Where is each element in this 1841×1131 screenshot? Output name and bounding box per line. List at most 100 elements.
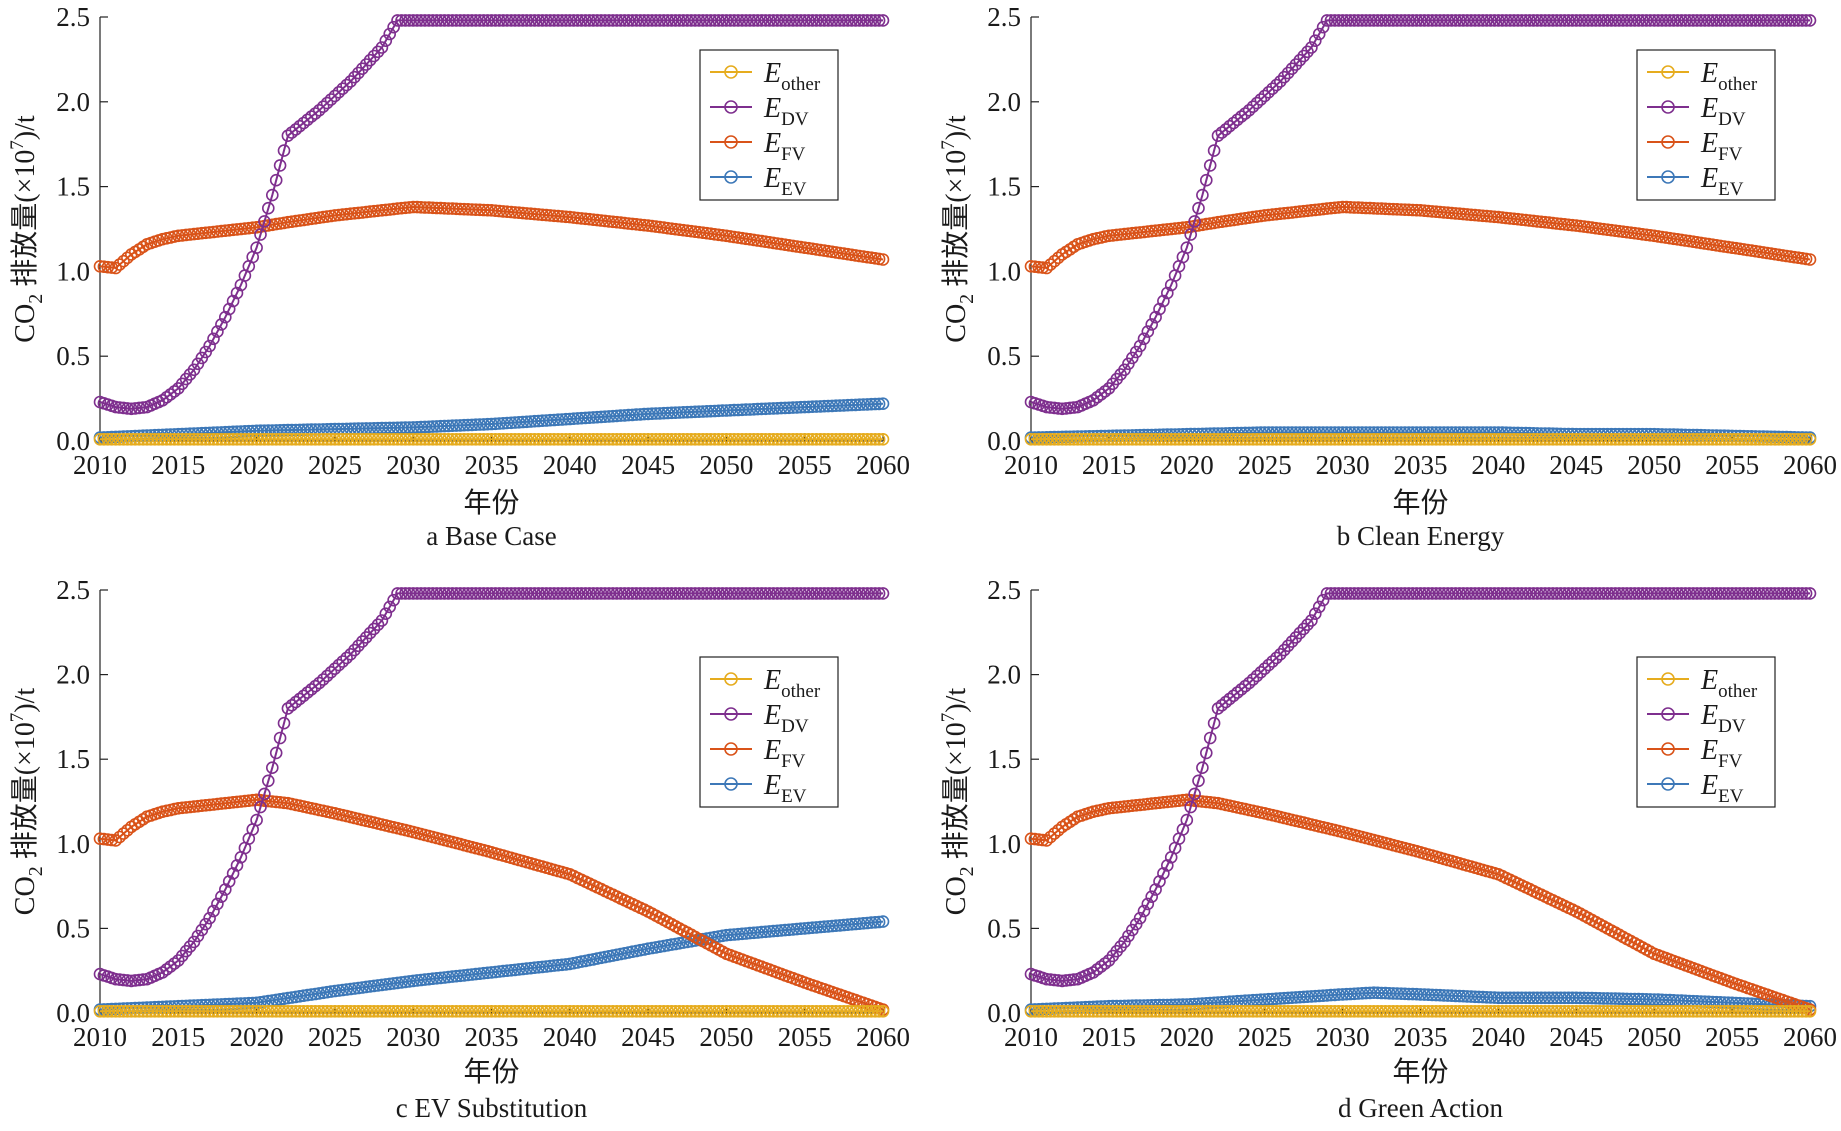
- data-point: [626, 217, 639, 231]
- data-point: [371, 45, 385, 59]
- x-tick-label: 2040: [543, 450, 597, 480]
- legend-label-main: E: [1700, 770, 1718, 801]
- data-point: [1309, 607, 1322, 621]
- data-point: [547, 209, 561, 223]
- data-point: [222, 302, 236, 316]
- data-point: [1316, 20, 1330, 34]
- data-point: [1301, 45, 1314, 59]
- x-tick-label: 2010: [1004, 1022, 1058, 1052]
- data-point: [731, 231, 745, 244]
- data-point: [586, 213, 600, 226]
- legend-marker: [724, 707, 738, 721]
- data-point: [160, 963, 173, 976]
- data-point: [872, 14, 886, 27]
- legend-entry-dv: EDV: [1647, 93, 1746, 130]
- data-point: [383, 203, 397, 216]
- data-point: [857, 916, 870, 930]
- x-tick-label: 2060: [1783, 1022, 1837, 1052]
- data-point: [469, 1004, 483, 1018]
- data-point: [285, 126, 299, 139]
- data-point: [1285, 206, 1299, 219]
- panel-caption: d Green Action: [1338, 1093, 1503, 1123]
- legend-label: EEV: [1700, 163, 1744, 200]
- data-point: [183, 228, 197, 241]
- data-point: [477, 966, 491, 980]
- data-point: [802, 400, 815, 414]
- data-point: [1207, 796, 1221, 810]
- data-point: [414, 973, 428, 987]
- data-point: [598, 410, 612, 424]
- data-point: [1122, 227, 1135, 240]
- data-point: [1032, 833, 1046, 846]
- data-point: [328, 984, 342, 998]
- data-point: [492, 587, 506, 600]
- data-point: [258, 215, 271, 228]
- data-point: [622, 408, 635, 422]
- data-point: [312, 104, 326, 117]
- data-point: [128, 1004, 142, 1018]
- x-tick-label: 2035: [465, 450, 519, 480]
- legend-label: EFV: [763, 128, 806, 165]
- data-point: [175, 229, 189, 242]
- data-point: [1110, 228, 1123, 242]
- data-point: [418, 201, 432, 214]
- data-point: [136, 401, 150, 414]
- x-tick-label: 2060: [1783, 450, 1837, 480]
- data-point: [598, 214, 612, 228]
- data-point: [418, 1004, 432, 1018]
- data-point: [684, 224, 698, 238]
- data-point: [1305, 614, 1318, 627]
- data-point: [355, 206, 369, 219]
- data-point: [261, 774, 275, 788]
- panel-caption: c EV Substitution: [396, 1093, 588, 1123]
- data-point: [524, 961, 538, 975]
- data-point: [1223, 692, 1236, 706]
- data-point: [1090, 963, 1104, 976]
- data-point: [269, 795, 283, 809]
- legend-label: EFV: [1700, 735, 1743, 772]
- data-point: [1250, 669, 1264, 683]
- data-point: [1589, 221, 1603, 235]
- data-point: [1277, 70, 1291, 84]
- legend-label-main: E: [763, 58, 781, 89]
- y-label-co: CO: [10, 304, 41, 343]
- data-point: [183, 432, 197, 446]
- data-point: [418, 420, 432, 434]
- data-point: [1262, 86, 1275, 99]
- data-point: [391, 202, 404, 215]
- data-point: [1141, 325, 1155, 338]
- data-point: [1133, 339, 1147, 353]
- data-point: [579, 212, 592, 226]
- data-point: [563, 210, 577, 224]
- y-label-sup: 7: [7, 713, 28, 723]
- data-point: [336, 655, 350, 668]
- data-point: [1309, 34, 1322, 48]
- y-label-unit: )/t: [941, 688, 972, 713]
- data-point: [168, 957, 181, 970]
- data-point: [199, 226, 212, 240]
- data-point: [301, 988, 314, 1002]
- data-point: [1496, 211, 1509, 224]
- data-point: [508, 963, 522, 977]
- data-point: [316, 673, 330, 686]
- data-point: [653, 407, 667, 420]
- data-point: [273, 731, 287, 745]
- data-point: [489, 587, 502, 600]
- data-point: [1024, 832, 1038, 846]
- y-tick-label: 1.0: [987, 256, 1021, 286]
- x-tick-label: 2045: [1549, 1022, 1603, 1052]
- data-point: [336, 983, 350, 997]
- legend-label: EDV: [1700, 700, 1746, 737]
- x-axis-label: 年份: [463, 1056, 519, 1088]
- data-point: [399, 975, 412, 989]
- series-path: [99, 205, 884, 270]
- data-point: [1503, 212, 1517, 225]
- data-point: [164, 960, 177, 973]
- y-axis-label: CO2 排放量(×107)/t: [7, 115, 47, 343]
- data-point: [226, 294, 240, 308]
- legend-label-sub: DV: [781, 109, 809, 130]
- data-point: [755, 1004, 768, 1018]
- data-point: [1223, 214, 1236, 227]
- data-point: [387, 593, 400, 607]
- data-point: [1636, 228, 1649, 241]
